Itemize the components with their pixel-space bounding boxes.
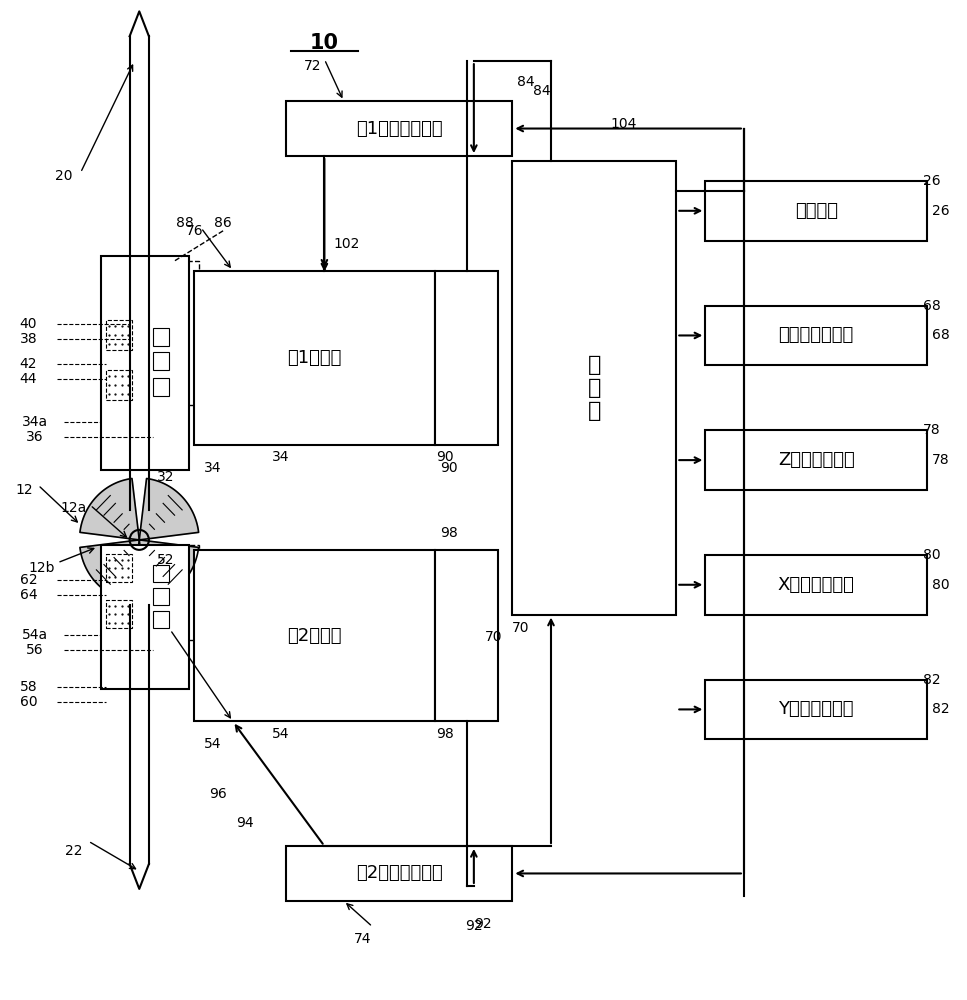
Text: 52: 52 [157,553,174,567]
Text: 64: 64 [19,588,37,602]
Text: 94: 94 [237,816,254,830]
Bar [101,256,190,470]
Text: 82: 82 [932,702,950,716]
Text: Y方向驱动手段: Y方向驱动手段 [778,700,854,718]
Bar [705,181,927,241]
Text: 84: 84 [517,75,535,89]
Text: 36: 36 [26,430,44,444]
Bar [153,565,169,582]
Text: 80: 80 [923,548,941,562]
Text: 44: 44 [19,372,37,386]
Bar [286,846,513,901]
Bar [435,550,498,721]
Text: 第2电动机: 第2电动机 [287,627,342,645]
Text: 104: 104 [610,117,636,131]
Text: 92: 92 [474,917,491,931]
Text: 第1电动机驱动器: 第1电动机驱动器 [356,120,443,138]
Bar [705,430,927,490]
Text: 82: 82 [923,673,941,687]
Bar [105,554,132,582]
Polygon shape [139,540,198,601]
Text: 92: 92 [465,919,483,933]
Text: 第1电动机: 第1电动机 [287,349,342,367]
Text: 96: 96 [210,787,227,801]
Text: 控
制
部: 控 制 部 [588,355,601,421]
Polygon shape [80,479,139,540]
Text: 60: 60 [19,695,37,709]
Text: 78: 78 [932,453,950,467]
Text: 62: 62 [19,573,37,587]
Text: 86: 86 [215,216,232,230]
Bar [153,611,169,628]
Text: 54a: 54a [22,628,48,642]
Bar [105,600,132,628]
Bar [513,161,676,615]
Text: 88: 88 [176,216,193,230]
Bar [105,320,132,350]
Text: 12b: 12b [29,561,55,575]
Bar [151,261,199,405]
Text: 76: 76 [186,224,203,238]
Bar [105,370,132,400]
Text: 10: 10 [309,33,338,53]
Text: 54: 54 [204,737,221,751]
Text: 56: 56 [26,643,44,657]
Text: 40: 40 [19,317,37,331]
Text: 旋转台驱动手段: 旋转台驱动手段 [778,326,854,344]
Text: 78: 78 [923,423,941,437]
Bar [153,352,169,370]
Bar [153,378,169,396]
Text: 12: 12 [15,483,33,497]
Text: 102: 102 [334,237,360,251]
Text: 42: 42 [19,357,37,371]
Text: 12a: 12a [61,501,87,515]
Text: 58: 58 [19,680,37,694]
Bar [705,306,927,365]
Text: 26: 26 [932,204,950,218]
Bar [151,545,199,640]
Bar [101,545,190,689]
Bar [194,550,435,721]
Text: Z方向驱动手段: Z方向驱动手段 [777,451,855,469]
Text: 98: 98 [436,727,454,741]
Bar [153,328,169,346]
Text: 74: 74 [354,932,371,946]
Bar [435,271,498,445]
Text: 54: 54 [273,727,290,741]
Bar [705,680,927,739]
Text: 34: 34 [204,461,221,475]
Text: 84: 84 [533,84,550,98]
Text: 22: 22 [65,844,82,858]
Polygon shape [80,540,139,601]
Text: 90: 90 [436,450,454,464]
Text: 34: 34 [273,450,290,464]
Text: 第2电动机驱动器: 第2电动机驱动器 [356,864,443,882]
Text: 工件夹盘: 工件夹盘 [795,202,837,220]
Text: 70: 70 [484,630,502,644]
Text: 68: 68 [923,299,941,313]
Text: 38: 38 [19,332,37,346]
Text: 20: 20 [55,169,73,183]
Text: X方向驱动手段: X方向驱动手段 [777,576,855,594]
Bar [705,555,927,615]
Text: 80: 80 [932,578,950,592]
Text: 90: 90 [440,461,457,475]
Text: 72: 72 [304,59,322,73]
Bar [194,271,435,445]
Text: 98: 98 [440,526,457,540]
Text: 26: 26 [923,174,941,188]
Text: 70: 70 [512,621,529,635]
Text: 34a: 34a [22,415,48,429]
Bar [286,101,513,156]
Bar [153,588,169,605]
Text: 68: 68 [932,328,950,342]
Polygon shape [139,479,198,540]
Text: 32: 32 [157,470,174,484]
